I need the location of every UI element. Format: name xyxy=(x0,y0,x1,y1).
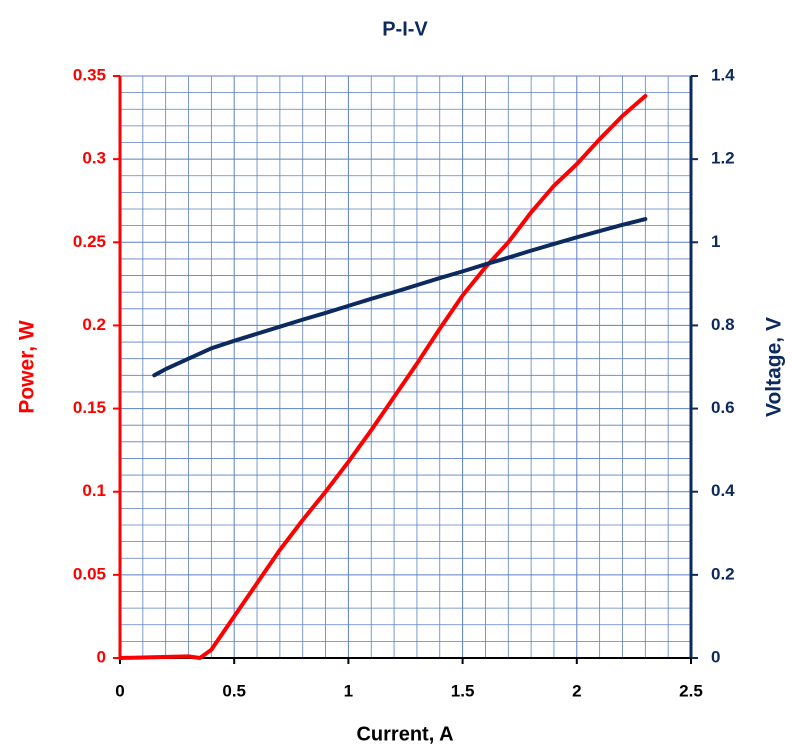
x-tick-label: 0 xyxy=(115,681,124,700)
x-tick-label: 1 xyxy=(344,681,353,700)
x-axis-label: Current, A xyxy=(356,723,453,745)
y2-tick-label: 1.2 xyxy=(711,149,735,168)
x-tick-label: 0.5 xyxy=(222,681,246,700)
y2-tick-label: 0 xyxy=(711,647,720,666)
y2-axis-label: Voltage, V xyxy=(763,317,786,417)
x-tick-label: 2 xyxy=(572,681,581,700)
y-tick-label: 0.2 xyxy=(82,315,106,334)
y-tick-label: 0.1 xyxy=(82,481,106,500)
line xyxy=(152,217,648,378)
x-tick-label: 1.5 xyxy=(451,681,475,700)
y2-tick-label: 0.8 xyxy=(711,315,735,334)
y2-tick-label: 1.4 xyxy=(711,65,735,84)
y-tick-label: 0.15 xyxy=(73,398,106,417)
y2-tick-label: 0.2 xyxy=(711,564,735,583)
line xyxy=(118,93,648,660)
x-tick-label: 2.5 xyxy=(679,681,703,700)
y-tick-label: 0.3 xyxy=(82,149,106,168)
y-tick-label: 0.25 xyxy=(73,232,106,251)
y-tick-label: 0.35 xyxy=(73,65,106,84)
y2-tick-label: 1 xyxy=(711,232,720,251)
y-tick-label: 0.05 xyxy=(73,564,106,583)
y-tick-label: 0 xyxy=(97,647,106,666)
y-axis-label: Power, W xyxy=(16,320,39,414)
y2-tick-label: 0.6 xyxy=(711,398,735,417)
chart-title: P-I-V xyxy=(382,18,428,40)
y2-tick-label: 0.4 xyxy=(711,481,735,500)
